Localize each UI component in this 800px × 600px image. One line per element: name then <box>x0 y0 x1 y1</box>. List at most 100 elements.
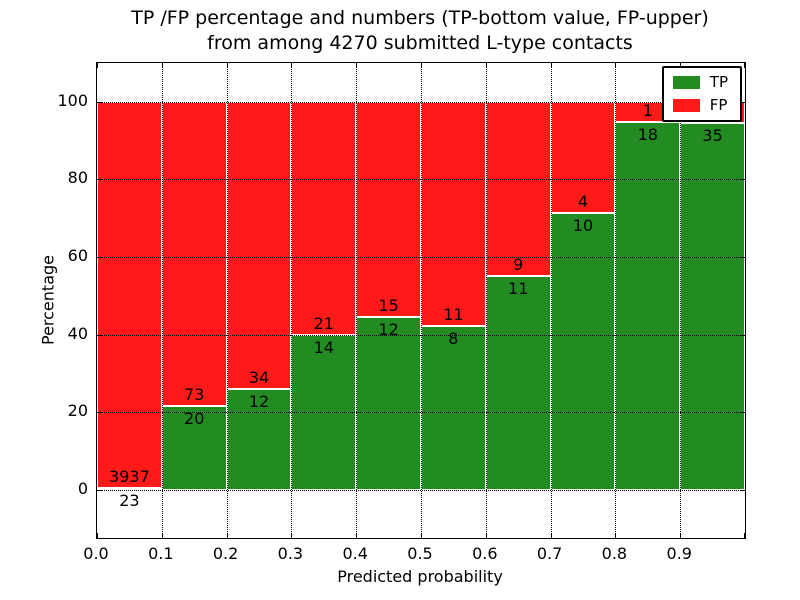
x-tick-mark-top <box>550 63 552 68</box>
x-tick-mark-top <box>485 63 487 68</box>
x-tick-mark-top <box>291 63 293 68</box>
bar-segment-fp-0.1-0.2 <box>161 101 227 407</box>
y-tick-label-60: 60 <box>67 246 88 266</box>
bar-segment-fp-0.4-0.5 <box>356 101 421 318</box>
tp-count-label-0.5-0.6: 8 <box>448 329 459 349</box>
x-tick-mark-top <box>744 63 745 68</box>
bar-segment-tp-0.9-1.0 <box>680 122 745 490</box>
tp-count-label-0.8-0.9: 18 <box>637 125 658 145</box>
gridline-x-1 <box>161 63 163 538</box>
chart-title: TP /FP percentage and numbers (TP-bottom… <box>96 6 744 55</box>
x-tick-label-0.5: 0.5 <box>407 544 433 563</box>
fp-count-label-0.0-0.1: 3937 <box>109 466 150 486</box>
bar-segment-fp-0.2-0.3 <box>226 101 292 389</box>
gridline-x-2 <box>226 63 228 538</box>
x-tick-mark-top <box>615 63 617 68</box>
x-tick-mark <box>356 533 358 538</box>
tp-count-label-0.6-0.7: 11 <box>508 279 529 299</box>
plot-area: TP FP 3937 23 73 20 34 12 21 14 15 12 11 8 9 11 4 10 1 18… <box>96 62 746 539</box>
y-tick-mark <box>97 334 102 336</box>
x-tick-mark-top <box>421 63 422 68</box>
x-tick-mark <box>421 533 422 538</box>
y-tick-label-20: 20 <box>67 401 88 421</box>
bar-segment-fp-0.0-0.1 <box>97 101 162 488</box>
legend-entry-tp: TP <box>672 73 728 91</box>
tp-color-swatch <box>672 76 700 89</box>
bar-segment-tp-0.1-0.2 <box>161 406 227 490</box>
y-tick-mark-right <box>740 101 745 103</box>
x-tick-mark <box>226 533 228 538</box>
bar-segment-tp-0.6-0.7 <box>485 276 551 490</box>
bar-segment-tp-0.8-0.9 <box>615 122 681 490</box>
gridline-x-6 <box>485 63 487 538</box>
gridline-x-9 <box>680 63 682 538</box>
y-tick-mark <box>97 101 102 103</box>
x-tick-mark <box>615 533 617 538</box>
x-axis-label: Predicted probability <box>337 567 503 586</box>
legend: TP FP <box>661 66 742 122</box>
x-tick-mark <box>744 533 745 538</box>
y-tick-mark-right <box>740 489 745 491</box>
tp-count-label-0.9-1.0: 35 <box>702 125 723 145</box>
tp-count-label-0.1-0.2: 20 <box>184 409 205 429</box>
tp-count-label-0.4-0.5: 12 <box>378 320 399 340</box>
x-tick-label-0.8: 0.8 <box>601 544 628 563</box>
tp-count-label-0.3-0.4: 14 <box>313 337 334 357</box>
bar-segment-fp-0.5-0.6 <box>421 101 486 327</box>
x-tick-mark <box>485 533 487 538</box>
fp-count-label-0.3-0.4: 21 <box>313 313 334 333</box>
legend-label-tp: TP <box>709 73 728 91</box>
bar-segment-fp-0.6-0.7 <box>485 101 551 277</box>
bar-segment-fp-0.3-0.4 <box>291 101 357 335</box>
x-tick-mark <box>680 533 682 538</box>
legend-entry-fp: FP <box>672 96 728 114</box>
gridline-x-4 <box>356 63 358 538</box>
gridline-x-3 <box>291 63 293 538</box>
x-tick-label-0.4: 0.4 <box>342 544 368 563</box>
bar-segment-tp-0.7-0.8 <box>550 212 616 490</box>
x-tick-mark-top <box>356 63 358 68</box>
x-tick-mark <box>161 533 163 538</box>
y-tick-mark <box>97 257 102 259</box>
x-tick-label-0.6: 0.6 <box>472 544 498 563</box>
y-tick-mark <box>97 412 102 414</box>
gridline-x-7 <box>550 63 552 538</box>
fp-count-label-0.5-0.6: 11 <box>443 305 464 325</box>
x-tick-label-0.7: 0.7 <box>536 544 563 563</box>
y-tick-label-80: 80 <box>67 168 88 188</box>
fp-count-label-0.7-0.8: 4 <box>577 191 589 211</box>
x-tick-mark <box>97 533 98 538</box>
x-tick-mark-top <box>680 63 682 68</box>
x-tick-mark-top <box>97 63 98 68</box>
chart-title-line2: from among 4270 submitted L-type contact… <box>207 31 633 54</box>
tp-count-label-0.7-0.8: 10 <box>572 215 594 235</box>
x-tick-label-0.9: 0.9 <box>666 544 692 563</box>
fp-count-label-0.6-0.7: 9 <box>513 255 524 275</box>
y-tick-label-0: 0 <box>77 478 88 498</box>
gridline-x-8 <box>615 63 617 538</box>
y-tick-label-40: 40 <box>67 323 88 343</box>
x-tick-label-0.0: 0.0 <box>83 544 109 563</box>
tp-count-label-0.2-0.3: 12 <box>248 391 270 411</box>
tp-count-label-0.0-0.1: 23 <box>119 490 140 510</box>
fp-count-label-0.8-0.9: 1 <box>642 101 653 121</box>
x-tick-mark <box>550 533 552 538</box>
bar-segment-tp-0.0-0.1 <box>97 487 162 490</box>
gridline-x-5 <box>421 63 422 538</box>
y-tick-label-100: 100 <box>57 90 88 110</box>
chart-title-line1: TP /FP percentage and numbers (TP-bottom… <box>131 7 709 29</box>
y-tick-mark-right <box>740 257 745 259</box>
x-tick-label-0.2: 0.2 <box>212 544 239 563</box>
bar-segment-tp-0.5-0.6 <box>421 326 486 490</box>
x-tick-mark <box>291 533 293 538</box>
y-tick-mark-right <box>740 179 745 181</box>
bar-segment-fp-0.7-0.8 <box>550 101 616 213</box>
bar-segment-tp-0.4-0.5 <box>356 317 421 490</box>
x-tick-mark-top <box>161 63 163 68</box>
fp-count-label-0.1-0.2: 73 <box>184 385 205 405</box>
y-tick-mark-right <box>740 412 745 414</box>
x-tick-label-0.1: 0.1 <box>148 544 174 563</box>
legend-label-fp: FP <box>709 96 728 114</box>
fp-count-label-0.2-0.3: 34 <box>248 367 270 387</box>
